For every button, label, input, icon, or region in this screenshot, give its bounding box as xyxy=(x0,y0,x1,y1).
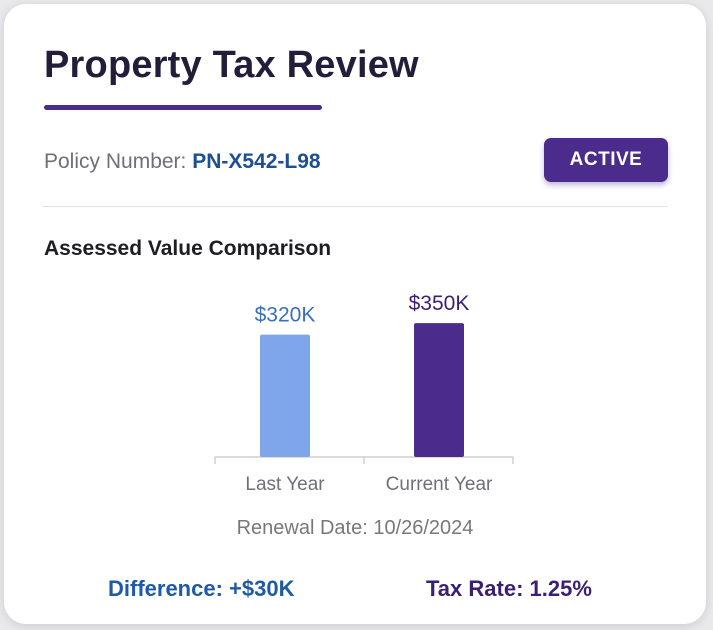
bar-last-year xyxy=(260,334,310,457)
chart-section-title: Assessed Value Comparison xyxy=(44,237,332,260)
bar-current-year xyxy=(414,323,464,457)
policy-number-value: PN-X542-L98 xyxy=(192,150,321,173)
title-underline xyxy=(44,105,322,110)
bar-value-label: $350K xyxy=(409,292,470,315)
x-tick-label: Last Year xyxy=(245,474,325,495)
section-divider xyxy=(42,206,668,207)
property-tax-card: Property Tax Review Policy Number: PN-X5… xyxy=(4,4,706,624)
difference-value: Difference: +$30K xyxy=(108,576,295,601)
tax-rate-value: Tax Rate: 1.25% xyxy=(426,576,592,601)
page-title: Property Tax Review xyxy=(44,44,419,86)
x-tick-label: Current Year xyxy=(386,474,493,495)
status-badge: ACTIVE xyxy=(544,138,668,182)
renewal-date: Renewal Date: 10/26/2024 xyxy=(236,517,474,539)
bar-value-label: $320K xyxy=(255,304,316,327)
assessed-value-chart: $320K Last Year $350K Current Year xyxy=(214,292,514,495)
policy-number-row: Policy Number: PN-X542-L98 xyxy=(44,150,321,174)
policy-number-label: Policy Number: xyxy=(44,150,193,173)
